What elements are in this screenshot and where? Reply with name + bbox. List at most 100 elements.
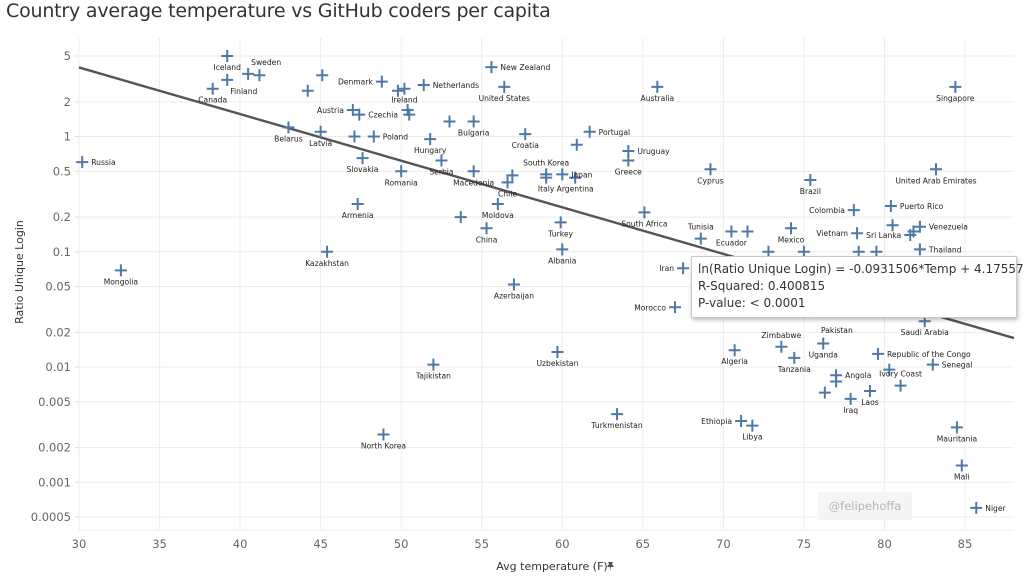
data-point[interactable] (367, 130, 380, 143)
data-point[interactable] (206, 82, 219, 95)
data-point[interactable] (762, 245, 775, 258)
data-point[interactable] (519, 128, 532, 141)
data-point[interactable] (114, 264, 127, 277)
point-label: Tanzania (777, 365, 811, 374)
data-point[interactable] (351, 197, 364, 210)
data-point[interactable] (651, 80, 664, 93)
data-point[interactable] (851, 227, 864, 240)
data-point[interactable] (569, 171, 582, 184)
data-point[interactable] (611, 408, 624, 421)
data-point[interactable] (391, 84, 404, 97)
data-point[interactable] (886, 219, 899, 232)
point-label: Uganda (809, 351, 838, 360)
data-point[interactable] (443, 115, 456, 128)
data-point[interactable] (321, 245, 334, 258)
data-point[interactable] (480, 222, 493, 235)
data-point[interactable] (554, 216, 567, 229)
data-point[interactable] (282, 121, 295, 134)
data-point[interactable] (970, 501, 983, 514)
data-point[interactable] (356, 152, 369, 165)
data-point[interactable] (872, 347, 885, 360)
data-point[interactable] (491, 197, 504, 210)
data-point[interactable] (427, 358, 440, 371)
data-point[interactable] (507, 278, 520, 291)
data-point[interactable] (556, 243, 569, 256)
data-point[interactable] (894, 379, 907, 392)
data-point[interactable] (583, 125, 596, 138)
data-point[interactable] (847, 204, 860, 217)
data-point[interactable] (348, 130, 361, 143)
data-point[interactable] (728, 344, 741, 357)
data-point[interactable] (788, 351, 801, 364)
data-point[interactable] (435, 154, 448, 167)
data-point[interactable] (314, 125, 327, 138)
data-point[interactable] (395, 165, 408, 178)
y-tick-label: 5 (64, 49, 71, 63)
data-point[interactable] (467, 165, 480, 178)
data-point[interactable] (316, 69, 329, 82)
data-point[interactable] (852, 245, 865, 258)
y-tick-label: 0.05 (45, 280, 71, 294)
data-point[interactable] (863, 384, 876, 397)
data-point[interactable] (913, 220, 926, 233)
data-point[interactable] (375, 75, 388, 88)
data-point[interactable] (884, 199, 897, 212)
data-point[interactable] (424, 133, 437, 146)
data-point[interactable] (638, 206, 651, 219)
data-point[interactable] (556, 168, 569, 181)
data-point[interactable] (677, 262, 690, 275)
point-label: Romania (385, 178, 418, 187)
data-point[interactable] (913, 243, 926, 256)
data-point[interactable] (785, 222, 798, 235)
data-point[interactable] (346, 103, 359, 116)
data-point[interactable] (704, 163, 717, 176)
data-point[interactable] (950, 421, 963, 434)
data-point[interactable] (221, 73, 234, 86)
data-point[interactable] (804, 173, 817, 186)
data-point[interactable] (775, 340, 788, 353)
data-point[interactable] (498, 80, 511, 93)
data-point[interactable] (76, 156, 89, 169)
data-point[interactable] (622, 154, 635, 167)
data-point[interactable] (907, 225, 920, 238)
point-label: Sri Lanka (866, 231, 901, 240)
pin-icon[interactable] (607, 562, 614, 571)
data-point[interactable] (570, 138, 583, 151)
data-point[interactable] (467, 115, 480, 128)
data-point[interactable] (844, 392, 857, 405)
data-point[interactable] (818, 386, 831, 399)
data-point[interactable] (883, 363, 896, 376)
data-point[interactable] (746, 419, 759, 432)
point-label: Ecuador (716, 239, 748, 248)
data-point[interactable] (377, 428, 390, 441)
data-point[interactable] (398, 82, 411, 95)
data-point[interactable] (301, 84, 314, 97)
data-point[interactable] (417, 79, 430, 92)
data-point[interactable] (242, 67, 255, 80)
point-label: Slovakia (347, 165, 379, 174)
data-point[interactable] (501, 176, 514, 189)
data-point[interactable] (949, 80, 962, 93)
data-point[interactable] (253, 69, 266, 82)
data-point[interactable] (926, 358, 939, 371)
data-point[interactable] (353, 108, 366, 121)
data-point[interactable] (930, 163, 943, 176)
data-point[interactable] (870, 245, 883, 258)
data-point[interactable] (694, 232, 707, 245)
data-point[interactable] (540, 168, 553, 181)
data-point[interactable] (817, 337, 830, 350)
x-tick-label: 65 (635, 537, 650, 551)
data-point[interactable] (669, 301, 682, 314)
data-point[interactable] (955, 459, 968, 472)
data-point[interactable] (485, 61, 498, 74)
data-point[interactable] (403, 108, 416, 121)
data-point[interactable] (735, 415, 748, 428)
data-point[interactable] (797, 245, 810, 258)
data-point[interactable] (506, 169, 519, 182)
data-point[interactable] (551, 346, 564, 359)
data-point[interactable] (221, 50, 234, 62)
data-point[interactable] (830, 375, 843, 388)
data-point[interactable] (725, 225, 738, 238)
data-point[interactable] (741, 225, 754, 238)
data-point[interactable] (454, 211, 467, 224)
